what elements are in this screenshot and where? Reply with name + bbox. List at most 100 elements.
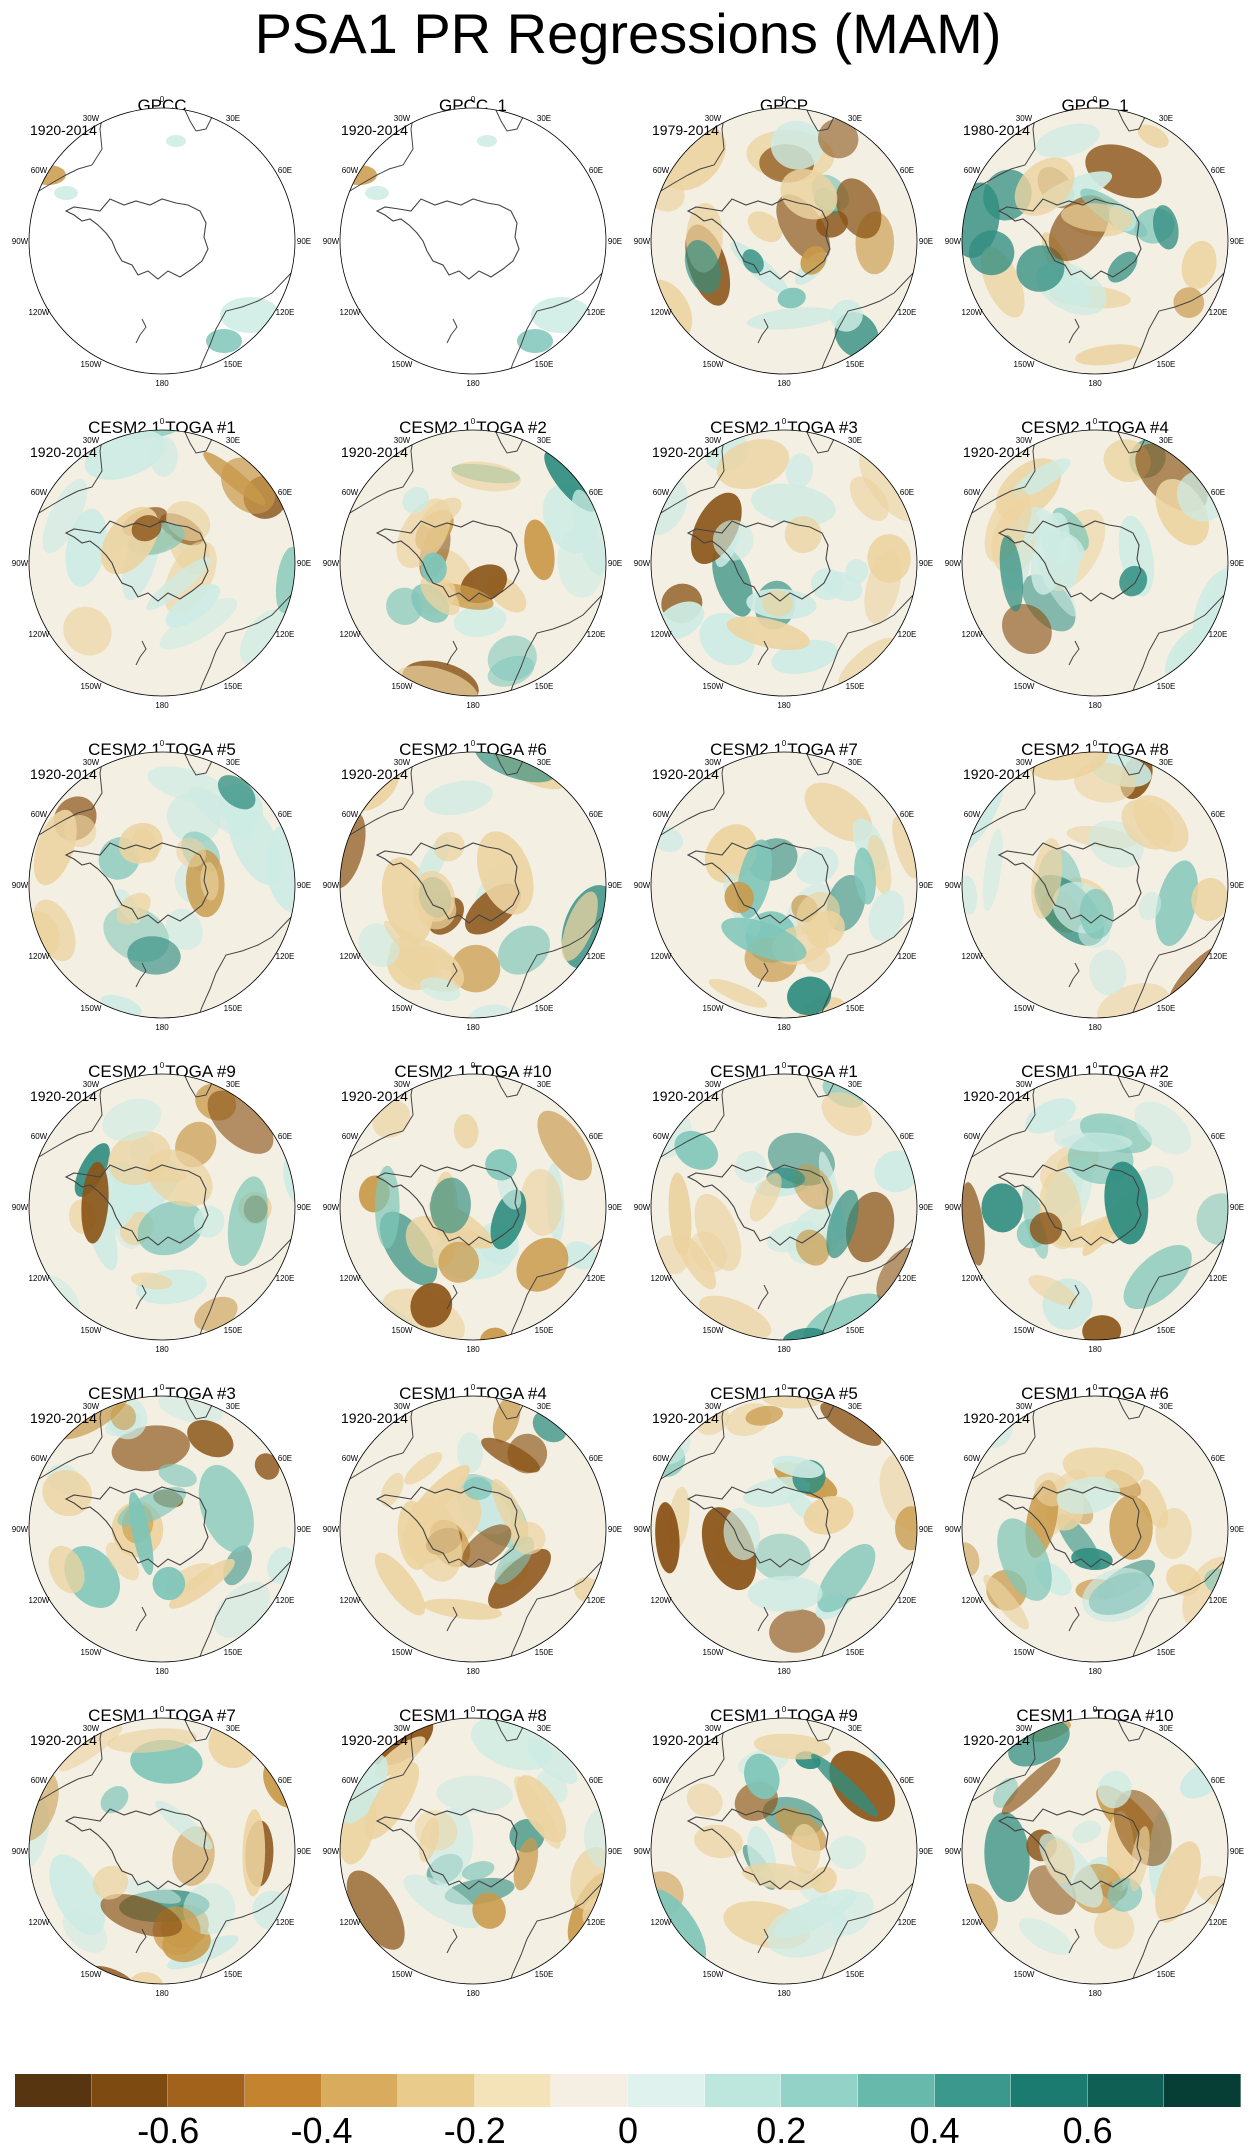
longitude-label: 120W — [962, 1274, 983, 1283]
map-boundary — [650, 429, 918, 697]
longitude-label: 150W — [81, 1326, 102, 1335]
longitude-label: 60W — [653, 1454, 670, 1463]
anomaly-patch — [423, 1598, 502, 1620]
longitude-label: 30W — [394, 114, 411, 123]
anomaly-patch — [1079, 888, 1114, 939]
anomaly-patch — [784, 516, 822, 554]
map-boundary — [961, 1717, 1229, 1985]
panel-period: 1920-2014 — [963, 1732, 1030, 1748]
longitude-label: 60W — [964, 1776, 981, 1785]
anomaly-patch — [198, 1465, 254, 1553]
map-panel: CESM1.1 TOGA #7 0 30E 60E 90E 120E 150E 180 150W… — [12, 1706, 312, 2016]
anomaly-patch — [867, 534, 911, 583]
map-boundary — [961, 1073, 1229, 1341]
australia-coastline — [197, 912, 295, 1018]
longitude-label: 120W — [651, 308, 672, 317]
new-zealand-coastline — [757, 1284, 769, 1310]
south-america-coastline — [962, 1074, 1038, 1164]
longitude-label: 150E — [1157, 682, 1176, 691]
longitude-label: 150E — [224, 1648, 243, 1657]
map-panel: CESM1.1 TOGA #6 0 30E 60E 90E 120E 150E 180 150W… — [945, 1384, 1245, 1694]
new-zealand-coastline — [446, 1928, 458, 1954]
land-anomaly-patch — [531, 297, 591, 333]
longitude-label: 120E — [898, 630, 917, 639]
longitude-label: 90E — [608, 559, 622, 568]
polar-map: 0 30E 60E 90E 120E 150E 180 150W 120W 90W 60W 30W — [12, 418, 311, 710]
africa-coastline — [805, 1396, 837, 1420]
antarctica-coastline — [64, 1164, 209, 1246]
longitude-label: 120E — [587, 1596, 606, 1605]
longitude-label: 120E — [587, 1918, 606, 1927]
colorbar-tick-label: 0 — [617, 2110, 639, 2151]
anomaly-patch — [393, 665, 479, 696]
anomaly-patch — [433, 831, 465, 862]
south-america-coastline — [962, 108, 1038, 198]
land-anomaly-patch — [54, 186, 78, 200]
longitude-label: 30E — [848, 1402, 862, 1411]
longitude-label: 0 — [160, 740, 165, 748]
map-boundary — [650, 107, 918, 375]
anomaly-patch — [402, 487, 430, 514]
longitude-label: 0 — [782, 96, 787, 104]
longitude-label: 120E — [1209, 952, 1228, 961]
longitude-label: 60W — [342, 1132, 359, 1141]
longitude-label: 90W — [323, 1203, 340, 1212]
longitude-label: 60E — [900, 488, 914, 497]
longitude-label: 90E — [297, 1525, 311, 1534]
anomaly-patch — [721, 917, 807, 962]
anomaly-patch — [453, 604, 507, 637]
longitude-label: 150W — [703, 1004, 724, 1013]
anomaly-patch — [668, 1172, 692, 1257]
australia-coastline — [819, 1878, 917, 1984]
longitude-label: 60E — [1211, 810, 1225, 819]
polar-map: 0 30E 60E 90E 120E 150E 180 150W 120W 90W 60W 30W — [634, 1384, 933, 1676]
africa-coastline — [494, 108, 526, 132]
longitude-label: 30W — [394, 758, 411, 767]
longitude-label: 150E — [535, 1648, 554, 1657]
longitude-label: 90E — [297, 881, 311, 890]
antarctica-coastline — [686, 1808, 831, 1890]
anomaly-patch — [228, 800, 282, 885]
map-boundary — [650, 1717, 918, 1985]
longitude-label: 30W — [1016, 758, 1033, 767]
south-america-coastline — [29, 108, 105, 198]
longitude-label: 90E — [1230, 1847, 1244, 1856]
longitude-label: 90W — [634, 881, 651, 890]
longitude-label: 60W — [342, 166, 359, 175]
longitude-label: 30E — [226, 1724, 240, 1733]
longitude-label: 150E — [535, 1004, 554, 1013]
south-america-coastline — [340, 430, 416, 520]
anomaly-patch — [1060, 1132, 1133, 1152]
land-anomaly-patch — [517, 329, 553, 353]
anomaly-patch — [165, 584, 221, 628]
new-zealand-coastline — [446, 962, 458, 988]
longitude-label: 60W — [31, 1132, 48, 1141]
anomaly-patch — [63, 606, 112, 656]
africa-coastline — [805, 430, 837, 454]
new-zealand-coastline — [1068, 1284, 1080, 1310]
colorbar: -0.6 -0.4 -0.2 0 0.2 0.4 0.6 — [15, 2074, 1241, 2151]
colorbar-box — [168, 2074, 245, 2107]
longitude-label: 180 — [777, 1989, 791, 1998]
anomaly-patch — [743, 1476, 811, 1508]
polar-map: 0 30E 60E 90E 120E 150E 180 150W 120W 90W 60W 30W — [323, 418, 622, 710]
longitude-label: 60W — [964, 1132, 981, 1141]
longitude-label: 30E — [848, 114, 862, 123]
anomaly-patch — [128, 1491, 154, 1576]
anomaly-patch — [419, 977, 461, 1002]
polar-map: 0 30E 60E 90E 120E 150E 180 150W 120W 90W 60W 30W — [945, 96, 1244, 388]
south-america-coastline — [340, 1396, 416, 1486]
anomaly-patch — [424, 780, 493, 816]
longitude-label: 0 — [160, 418, 165, 426]
anomaly-patch — [59, 1725, 123, 1772]
anomaly-patch — [800, 246, 827, 275]
longitude-label: 60E — [1211, 1454, 1225, 1463]
australia-coastline — [197, 590, 295, 696]
antarctica-coastline — [997, 1164, 1142, 1246]
anomaly-patch — [686, 1783, 723, 1817]
polar-map: 0 30E 60E 90E 120E 150E 180 150W 120W 90W 60W 30W — [323, 740, 622, 1032]
anomaly-patch — [655, 1502, 680, 1574]
map-boundary — [28, 1395, 296, 1663]
longitude-label: 90W — [323, 1847, 340, 1856]
anomaly-patch — [1035, 123, 1100, 158]
